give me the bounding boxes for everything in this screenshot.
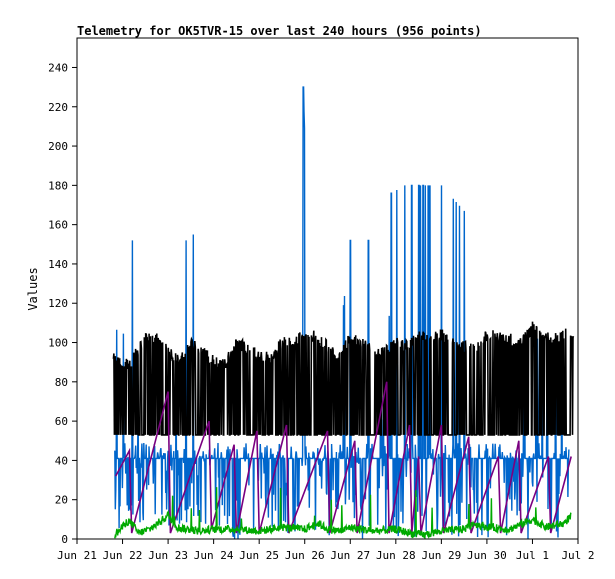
- y-tick-label-0: 0: [61, 533, 68, 546]
- plot-frame: [76, 37, 579, 540]
- x-tick-label-2: Jun 23: [148, 549, 188, 562]
- x-tick-label-9: Jun 30: [467, 549, 507, 562]
- y-tick-label-120: 120: [48, 297, 68, 310]
- y-tick-label-60: 60: [55, 415, 68, 428]
- x-tick-label-4: Jun 25: [239, 549, 279, 562]
- x-tick-label-5: Jun 26: [285, 549, 325, 562]
- y-axis: 0 20 40 60 80 100 120 140 160 180 200 220 240: [48, 61, 77, 546]
- x-tick-label-1: Jun 22: [103, 549, 143, 562]
- x-tick-label-8: Jun 29: [421, 549, 461, 562]
- y-axis-label: Values: [26, 267, 40, 310]
- x-tick-label-0: Jun 21: [57, 549, 97, 562]
- y-tick-label-40: 40: [55, 454, 68, 467]
- chart-title: Telemetry for OK5TVR-15 over last 240 ho…: [77, 24, 482, 38]
- x-tick-label-3: Jun 24: [194, 549, 234, 562]
- y-tick-label-200: 200: [48, 140, 68, 153]
- x-tick-label-7: Jun 28: [376, 549, 416, 562]
- y-tick-label-100: 100: [48, 337, 68, 350]
- x-tick-label-11: Jul 2: [561, 549, 594, 562]
- series-purple-line: [114, 381, 572, 534]
- y-tick-label-160: 160: [48, 219, 68, 232]
- y-tick-label-240: 240: [48, 61, 68, 74]
- y-tick-label-140: 140: [48, 258, 68, 271]
- series-blue-line: [114, 86, 570, 539]
- x-axis: Jun 21 Jun 22 Jun 23 Jun 24 Jun 25 Jun 26 Jun …: [57, 539, 595, 562]
- series-black-line: [112, 321, 575, 436]
- plot-series-layer: [112, 86, 575, 540]
- y-tick-label-80: 80: [55, 376, 68, 389]
- x-tick-label-6: Jun 27: [330, 549, 370, 562]
- y-tick-label-180: 180: [48, 179, 68, 192]
- series-green-line: [114, 487, 572, 540]
- y-tick-label-20: 20: [55, 494, 68, 507]
- x-tick-label-10: Jul 1: [516, 549, 549, 562]
- y-tick-label-220: 220: [48, 101, 68, 114]
